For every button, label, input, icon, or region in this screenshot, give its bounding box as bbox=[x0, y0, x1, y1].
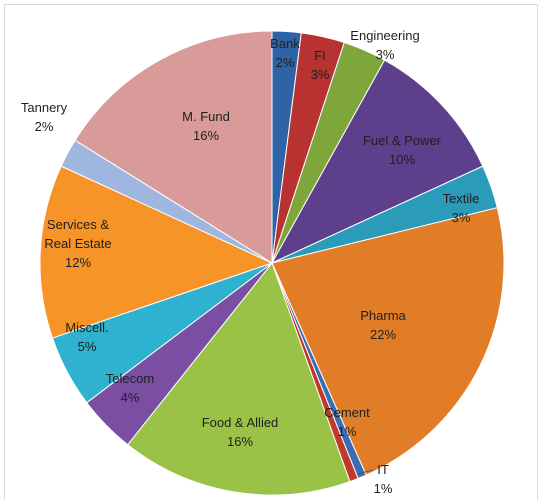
data-label-telecom: Telecom 4% bbox=[106, 371, 154, 405]
pie-slice-services-real-estate bbox=[39, 165, 274, 339]
data-label-food-allied: Food & Allied 16% bbox=[202, 415, 279, 449]
data-label-cement: Cement 1% bbox=[324, 405, 370, 439]
data-label-m-fund: M. Fund 16% bbox=[182, 109, 230, 143]
pie-slice-m-fund bbox=[74, 30, 273, 264]
data-label-fuel-power: Fuel & Power 10% bbox=[363, 133, 442, 167]
pie-slice-pharma bbox=[271, 207, 505, 476]
data-label-services-real-estate: Services & Real Estate 12% bbox=[44, 217, 111, 270]
data-label-it: IT 1% bbox=[374, 462, 393, 496]
pie-slice-fuel-power bbox=[270, 59, 484, 265]
pie-slice-food-allied bbox=[126, 261, 351, 496]
data-label-pharma: Pharma 22% bbox=[360, 308, 406, 342]
data-label-engineering: Engineering 3% bbox=[350, 28, 419, 62]
data-label-tannery: Tannery 2% bbox=[21, 100, 68, 134]
data-label-fi: FI 3% bbox=[311, 48, 330, 82]
data-label-textile: Textile 3% bbox=[443, 191, 480, 225]
data-label-miscell: Miscell. 5% bbox=[65, 320, 108, 354]
data-label-bank: Bank 2% bbox=[270, 36, 300, 70]
leader-line-it bbox=[356, 469, 374, 475]
